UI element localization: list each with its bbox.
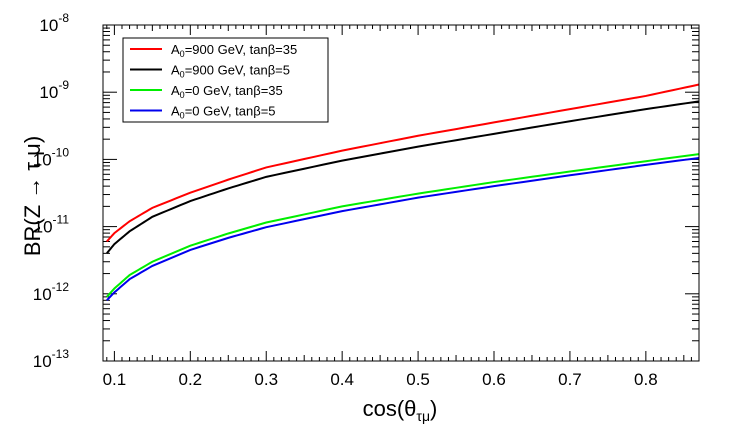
legend-box: [122, 37, 329, 123]
plot-frame: [102, 24, 700, 362]
y-tick-label: 10-10: [33, 145, 70, 169]
legend-label: A0=0 GeV, tanβ=5: [171, 104, 276, 121]
x-tick-label: 0.5: [406, 370, 430, 389]
legend-label: A0=900 GeV, tanβ=5: [171, 63, 290, 80]
legend: A0=900 GeV, tanβ=35 A0=900 GeV, tanβ=5 A0=…: [122, 37, 329, 123]
x-axis-title: cos(θτμ): [363, 396, 438, 424]
x-axis-title-close: ): [430, 396, 437, 421]
x-tick-label: 0.3: [254, 370, 278, 389]
x-tick-label: 0.6: [482, 370, 506, 389]
x-tick-label: 0.7: [558, 370, 582, 389]
x-tick-label: 0.1: [103, 370, 127, 389]
y-tick-labels: 10-13 10-12 10-11 10-10 10-9 10-8: [33, 11, 70, 371]
y-tick-label: 10-13: [33, 347, 70, 371]
legend-label: A0=900 GeV, tanβ=35: [171, 42, 297, 59]
y-axis-title: BR(Z → τ μ): [20, 136, 45, 256]
series-lines: [106, 83, 700, 302]
x-axis-title-sub: τμ: [416, 408, 430, 424]
x-axis-title-main: cos(θ: [363, 396, 417, 421]
x-tick-label: 0.2: [178, 370, 202, 389]
y-tick-label: 10-11: [34, 213, 70, 237]
series-line-2: [106, 100, 700, 254]
tick-marks: [103, 25, 700, 362]
series-line-3: [106, 153, 700, 298]
x-tick-label: 0.4: [330, 370, 354, 389]
y-tick-label: 10-12: [33, 280, 70, 304]
y-tick-label: 10-8: [39, 11, 69, 35]
x-tick-label: 0.8: [634, 370, 658, 389]
y-tick-label: 10-9: [39, 78, 69, 102]
legend-label: A0=0 GeV, tanβ=35: [171, 83, 283, 100]
x-tick-labels: 0.1 0.2 0.3 0.4 0.5 0.6 0.7 0.8: [103, 370, 658, 389]
series-line-4: [106, 156, 700, 302]
series-line-1: [106, 83, 700, 243]
